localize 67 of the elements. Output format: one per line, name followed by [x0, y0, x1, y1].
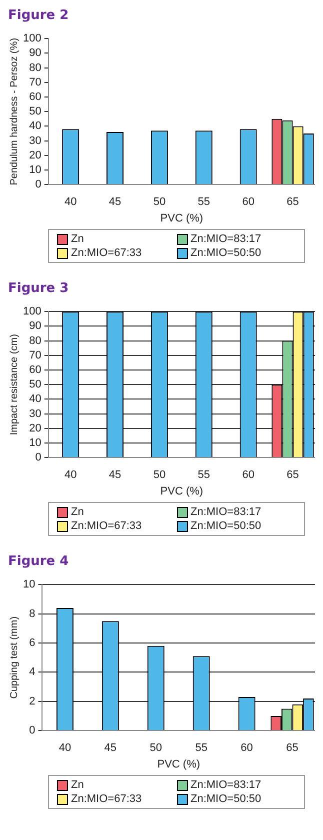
y-tick-label: 10: [22, 578, 36, 591]
y-tick-label: 30: [29, 408, 42, 420]
x-axis-title: PVC (%): [157, 758, 200, 770]
x-tick-label: 45: [108, 469, 122, 482]
chart-title: Figure 4: [8, 554, 70, 569]
legend-label: Zn:MIO=67:33: [71, 247, 142, 259]
y-tick-label: 0: [29, 724, 36, 737]
y-tick-label: 100: [22, 306, 42, 318]
legend-label: Zn:MIO=83:17: [190, 779, 262, 791]
x-tick-label: 45: [108, 196, 122, 208]
x-tick-label: 65: [286, 469, 299, 482]
x-tick-label: 60: [242, 469, 254, 482]
y-tick-label: 8: [29, 608, 36, 620]
x-axis-title: PVC (%): [160, 212, 204, 224]
y-tick-label: 2: [29, 695, 36, 708]
x-tick-label: 65: [286, 196, 299, 208]
y-tick-label: 80: [29, 62, 42, 74]
y-tick-label: 100: [22, 32, 42, 45]
x-tick-label: 55: [195, 742, 208, 754]
y-tick-label: 6: [29, 637, 36, 650]
legend-label: Zn: [71, 779, 84, 791]
y-tick-label: 30: [29, 134, 42, 147]
y-tick-label: 4: [29, 666, 36, 678]
y-tick-label: 20: [29, 149, 42, 162]
y-axis-title: Cupping test (mm): [8, 616, 20, 699]
y-tick-label: 40: [29, 120, 42, 132]
y-tick-label: 50: [29, 106, 42, 118]
y-tick-label: 50: [29, 378, 42, 391]
y-tick-label: 20: [29, 422, 42, 434]
x-tick-label: 50: [153, 196, 166, 208]
y-tick-label: 10: [29, 164, 42, 176]
y-tick-label: 60: [29, 91, 42, 104]
x-tick-label: 40: [64, 469, 77, 482]
y-tick-label: 90: [29, 320, 42, 332]
x-tick-label: 60: [240, 742, 253, 754]
legend-label: Zn:MIO=83:17: [190, 506, 262, 518]
x-tick-label: 40: [58, 742, 72, 754]
x-tick-label: 55: [198, 196, 210, 208]
y-tick-label: 10: [29, 437, 42, 450]
y-tick-label: 90: [29, 47, 42, 60]
legend-label: Zn: [71, 233, 84, 245]
x-axis-title: PVC (%): [160, 485, 204, 498]
y-tick-label: 0: [35, 452, 42, 464]
x-tick-label: 60: [242, 196, 254, 208]
x-tick-label: 50: [150, 742, 162, 754]
x-tick-label: 40: [64, 196, 77, 208]
legend-label: Zn:MIO=50:50: [190, 247, 262, 259]
y-tick-label: 0: [35, 178, 42, 191]
y-tick-label: 70: [29, 349, 42, 362]
y-tick-label: 70: [29, 76, 42, 88]
x-tick-label: 65: [286, 742, 298, 754]
x-tick-label: 45: [104, 742, 117, 754]
legend-label: Zn:MIO=67:33: [71, 520, 142, 532]
x-tick-label: 50: [153, 469, 166, 482]
legend-label: Zn:MIO=50:50: [190, 793, 262, 805]
y-axis-title: Pendulum hardness - Persoz (%): [8, 38, 20, 186]
x-tick-label: 55: [198, 469, 210, 482]
chart-title: Figure 2: [8, 8, 70, 23]
y-tick-label: 80: [29, 334, 42, 347]
chart-title: Figure 3: [8, 281, 70, 296]
legend-label: Zn:MIO=83:17: [190, 233, 262, 245]
y-tick-label: 60: [29, 364, 42, 376]
legend-label: Zn:MIO=50:50: [190, 520, 262, 532]
y-axis-title: Impact resistance (cm): [8, 334, 20, 436]
y-tick-label: 40: [29, 393, 42, 406]
legend-label: Zn:MIO=67:33: [71, 793, 142, 805]
legend-label: Zn: [71, 506, 84, 518]
